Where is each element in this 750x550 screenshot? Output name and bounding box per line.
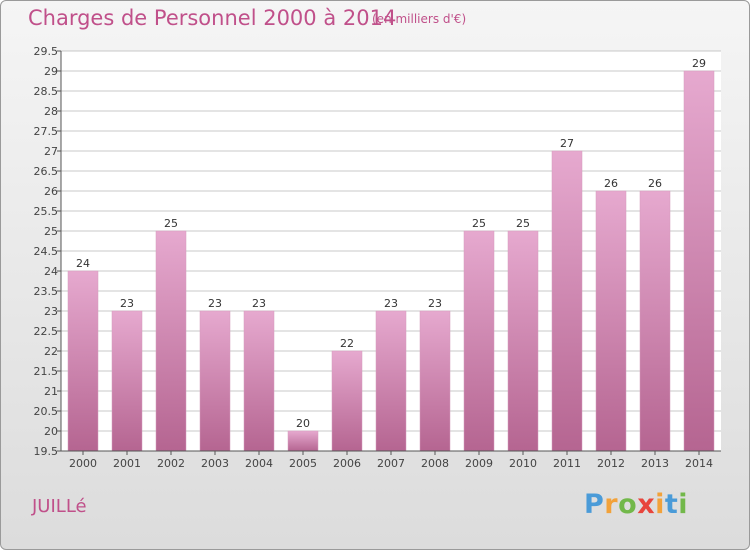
y-tick-label: 27.5 (34, 125, 59, 138)
data-label: 23 (384, 297, 398, 310)
y-tick-label: 28.5 (34, 85, 59, 98)
logo-letter: i (655, 489, 665, 520)
data-label: 23 (208, 297, 222, 310)
y-tick-label: 20 (44, 425, 58, 438)
x-tick-label: 2008 (421, 457, 449, 470)
x-tick-label: 2007 (377, 457, 405, 470)
y-tick-label: 29 (44, 65, 58, 78)
data-label: 25 (164, 217, 178, 230)
y-tick-label: 25.5 (34, 205, 59, 218)
y-tick-label: 27 (44, 145, 58, 158)
y-tick-label: 25 (44, 225, 58, 238)
chart-title: Charges de Personnel 2000 à 2014 (28, 6, 397, 30)
data-label: 29 (692, 57, 706, 70)
proxiti-logo: Proxiti (584, 489, 688, 520)
data-label: 23 (120, 297, 134, 310)
logo-letter: r (604, 489, 619, 520)
x-tick-label: 2003 (201, 457, 229, 470)
bar-2012 (595, 190, 627, 452)
data-label: 26 (648, 177, 662, 190)
logo-letter: P (584, 489, 605, 520)
bar-2014 (683, 70, 715, 452)
data-label: 23 (252, 297, 266, 310)
bar-2001 (111, 310, 143, 452)
bar-2010 (507, 230, 539, 452)
x-tick-label: 2012 (597, 457, 625, 470)
y-tick-label: 23.5 (34, 285, 59, 298)
data-label: 25 (516, 217, 530, 230)
x-tick-label: 2004 (245, 457, 273, 470)
y-tick-label: 20.5 (34, 405, 59, 418)
data-label: 25 (472, 217, 486, 230)
x-tick-label: 2006 (333, 457, 361, 470)
y-tick-label: 24 (44, 265, 58, 278)
bar-2008 (419, 310, 451, 452)
bar-2007 (375, 310, 407, 452)
chart-subtitle: (en milliers d'€) (372, 12, 467, 26)
logo-letter: i (678, 489, 689, 520)
town-name: JUILLé (32, 496, 87, 517)
bar-2002 (155, 230, 187, 452)
data-label: 24 (76, 257, 90, 270)
y-tick-label: 22.5 (34, 325, 59, 338)
y-tick-label: 26 (44, 185, 58, 198)
data-label: 20 (296, 417, 310, 430)
bar-2011 (551, 150, 583, 452)
data-label: 26 (604, 177, 618, 190)
x-tick-label: 2014 (685, 457, 713, 470)
y-tick-label: 26.5 (34, 165, 59, 178)
y-tick-label: 24.5 (34, 245, 59, 258)
x-tick-label: 2000 (69, 457, 97, 470)
y-tick-label: 21 (44, 385, 58, 398)
y-tick-label: 23 (44, 305, 58, 318)
bar-2006 (331, 350, 363, 452)
logo-letter: o (618, 489, 638, 520)
bar-2000 (67, 270, 99, 452)
x-tick-label: 2005 (289, 457, 317, 470)
x-tick-label: 2009 (465, 457, 493, 470)
y-tick-label: 28 (44, 105, 58, 118)
y-tick-label: 29.5 (34, 45, 59, 58)
y-tick-label: 19.5 (34, 445, 59, 458)
data-label: 22 (340, 337, 354, 350)
y-tick-label: 21.5 (34, 365, 59, 378)
bar-2013 (639, 190, 671, 452)
x-tick-label: 2013 (641, 457, 669, 470)
logo-letter: t (664, 489, 679, 520)
data-label: 23 (428, 297, 442, 310)
x-tick-label: 2011 (553, 457, 581, 470)
x-tick-label: 2001 (113, 457, 141, 470)
data-label: 27 (560, 137, 574, 150)
bar-2003 (199, 310, 231, 452)
y-tick-label: 22 (44, 345, 58, 358)
bar-2005 (287, 430, 319, 452)
logo-letter: x (637, 489, 656, 520)
x-tick-label: 2010 (509, 457, 537, 470)
bar-2004 (243, 310, 275, 452)
x-tick-label: 2002 (157, 457, 185, 470)
bar-2009 (463, 230, 495, 452)
